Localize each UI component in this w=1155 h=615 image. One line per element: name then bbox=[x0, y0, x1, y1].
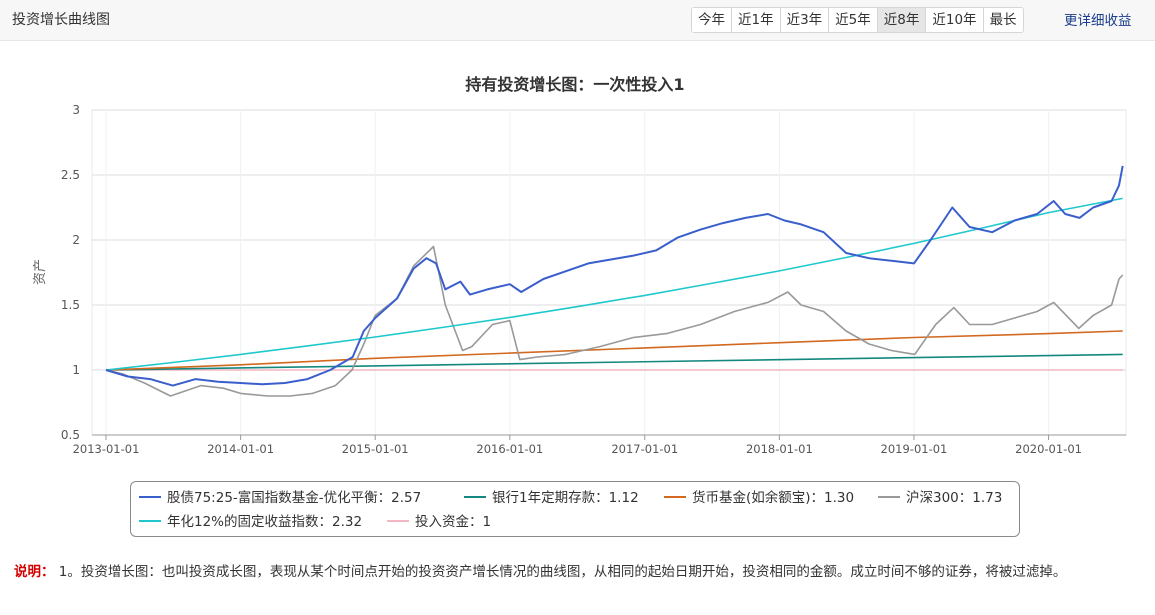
y-tick-label: 3 bbox=[72, 103, 80, 117]
legend-name: 年化12%的固定收益指数 bbox=[167, 514, 319, 530]
chart-note: 说明： 1。投资增长图：也叫投资成长图，表现从某个时间点开始的投资资产增长情况的… bbox=[14, 562, 1134, 582]
range-button-8y[interactable]: 近8年 bbox=[877, 8, 927, 32]
x-tick-label: 2019-01-01 bbox=[881, 442, 948, 456]
chart-series bbox=[105, 165, 1124, 397]
legend-item-3[interactable]: 沪深300：1.73 bbox=[878, 488, 1002, 508]
range-button-max[interactable]: 最长 bbox=[983, 8, 1023, 32]
legend-swatch bbox=[464, 496, 486, 498]
x-tick-label: 2020-01-01 bbox=[1015, 442, 1082, 456]
range-button-this-year[interactable]: 今年 bbox=[692, 8, 732, 32]
series-line-1 bbox=[105, 353, 1123, 371]
legend-name: 沪深300 bbox=[906, 490, 959, 506]
chart-grid bbox=[91, 109, 1127, 436]
range-button-5y[interactable]: 近5年 bbox=[829, 8, 878, 32]
y-tick-label: 1.5 bbox=[61, 298, 80, 312]
range-button-1y[interactable]: 近1年 bbox=[732, 8, 781, 32]
legend-item-5[interactable]: 投入资金：1 bbox=[387, 512, 491, 532]
legend-name: 货币基金(如余额宝) bbox=[692, 490, 811, 506]
top-bar: 投资增长曲线图 今年 近1年 近3年 近5年 近8年 近10年 最长 更详细收益 bbox=[0, 0, 1155, 41]
legend-swatch bbox=[664, 496, 686, 498]
legend-separator: ： bbox=[469, 514, 483, 530]
x-tick-label: 2018-01-01 bbox=[746, 442, 813, 456]
x-axis: 2013-01-01 2014-01-01 2015-01-01 2016-01-01… bbox=[73, 434, 1126, 456]
chart-title: 持有投资增长图：一次性投入1 bbox=[465, 75, 684, 94]
y-tick-label: 1 bbox=[72, 363, 80, 377]
note-text: 1。投资增长图：也叫投资成长图，表现从某个时间点开始的投资资产增长情况的曲线图，… bbox=[58, 564, 1067, 580]
legend-name: 银行1年定期存款 bbox=[492, 490, 596, 506]
legend-value: 1.30 bbox=[824, 490, 855, 506]
legend-swatch bbox=[139, 496, 161, 498]
y-tick-label: 2.5 bbox=[61, 168, 80, 182]
series-line-3 bbox=[105, 245, 1124, 397]
y-tick-label: 0.5 bbox=[61, 428, 80, 442]
range-selector: 今年 近1年 近3年 近5年 近8年 近10年 最长 bbox=[691, 7, 1024, 33]
legend-item-4[interactable]: 年化12%的固定收益指数：2.32 bbox=[139, 512, 362, 532]
legend-value: 1.12 bbox=[608, 490, 639, 506]
legend-value: 2.32 bbox=[332, 514, 363, 530]
series-line-2 bbox=[105, 330, 1123, 371]
more-returns-link[interactable]: 更详细收益 bbox=[1064, 13, 1132, 29]
y-axis: 0.5 1 1.5 2 2.5 3 bbox=[61, 103, 80, 442]
x-tick-label: 2017-01-01 bbox=[611, 442, 678, 456]
legend-name: 投入资金 bbox=[415, 514, 469, 530]
legend-separator: ： bbox=[377, 490, 392, 506]
growth-chart: 持有投资增长图：一次性投入1 0.511.522.53 2013-01-01 20… bbox=[33, 75, 1127, 456]
legend-separator: ： bbox=[958, 490, 973, 506]
legend-item-0[interactable]: 股债75:25-富国指数基金-优化平衡：2.57 bbox=[139, 488, 421, 508]
note-label: 说明： bbox=[14, 564, 55, 580]
legend-item-1[interactable]: 银行1年定期存款：1.12 bbox=[464, 488, 639, 508]
x-tick-label: 2015-01-01 bbox=[342, 442, 409, 456]
chart-legend: 股债75:25-富国指数基金-优化平衡：2.57 银行1年定期存款：1.12 货币基… bbox=[130, 481, 1020, 537]
legend-separator: ： bbox=[318, 514, 333, 530]
legend-value: 2.57 bbox=[391, 490, 422, 506]
range-button-10y[interactable]: 近10年 bbox=[926, 8, 984, 32]
series-line-0 bbox=[105, 165, 1124, 387]
legend-swatch bbox=[139, 520, 161, 522]
range-button-3y[interactable]: 近3年 bbox=[780, 8, 830, 32]
legend-swatch bbox=[878, 496, 900, 498]
series-line-4 bbox=[105, 197, 1123, 371]
y-axis-label: 资产 bbox=[33, 259, 48, 285]
x-tick-label: 2014-01-01 bbox=[207, 442, 274, 456]
legend-separator: ： bbox=[810, 490, 825, 506]
legend-name: 股债75:25-富国指数基金-优化平衡 bbox=[167, 490, 378, 506]
x-tick-label: 2013-01-01 bbox=[73, 442, 140, 456]
page-title: 投资增长曲线图 bbox=[12, 12, 110, 28]
legend-separator: ： bbox=[595, 490, 609, 506]
legend-item-2[interactable]: 货币基金(如余额宝)：1.30 bbox=[664, 488, 854, 508]
y-tick-label: 2 bbox=[72, 233, 80, 247]
legend-value: 1 bbox=[482, 514, 492, 530]
x-tick-label: 2016-01-01 bbox=[476, 442, 543, 456]
plot-frame bbox=[91, 109, 1127, 436]
legend-swatch bbox=[387, 520, 409, 522]
legend-value: 1.73 bbox=[972, 490, 1003, 506]
